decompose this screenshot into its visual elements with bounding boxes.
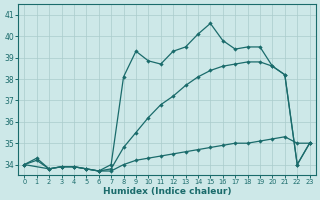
X-axis label: Humidex (Indice chaleur): Humidex (Indice chaleur) bbox=[103, 187, 231, 196]
